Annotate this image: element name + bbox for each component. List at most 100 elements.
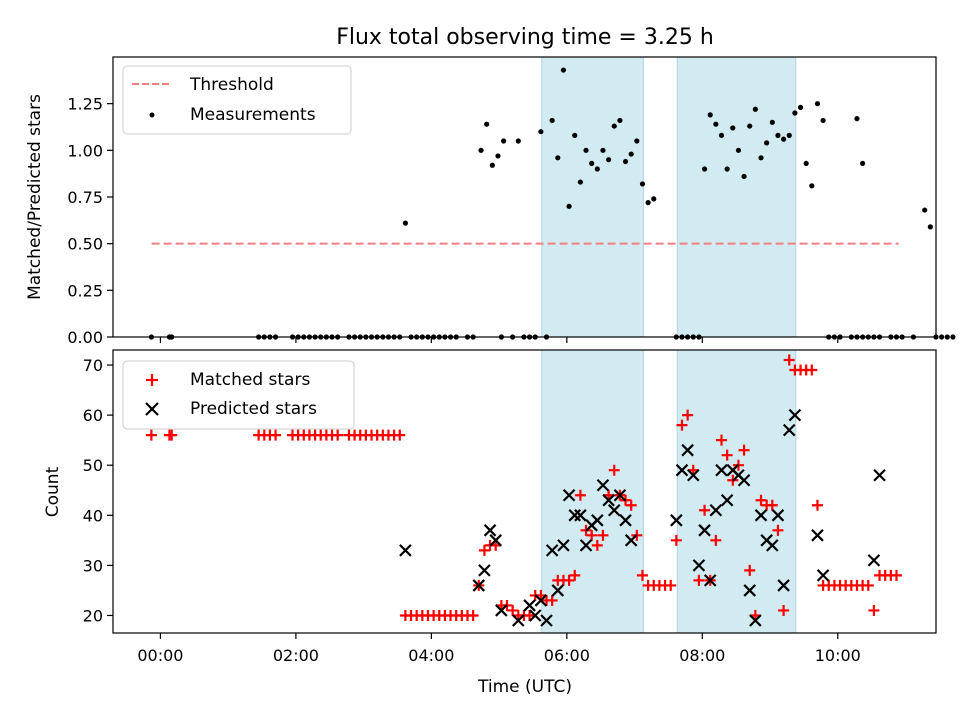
matched-star-marker bbox=[636, 569, 648, 581]
x-tick-label: 04:00 bbox=[408, 646, 454, 665]
matched-star-marker bbox=[507, 604, 519, 616]
measurement-point bbox=[560, 67, 567, 73]
predicted-star-marker bbox=[681, 443, 694, 457]
measurement-point bbox=[701, 166, 708, 172]
matched-star-marker bbox=[524, 609, 536, 621]
measurement-point bbox=[589, 160, 595, 166]
matched-star-marker bbox=[591, 539, 603, 551]
predicted-star-markers bbox=[399, 408, 886, 627]
matched-star-marker bbox=[772, 524, 784, 536]
predicted-star-marker bbox=[540, 614, 553, 627]
top-y-axis-label: Matched/Predicted stars bbox=[25, 94, 45, 300]
matched-star-marker bbox=[811, 499, 823, 511]
measurement-point bbox=[639, 181, 646, 187]
predicted-star-marker bbox=[483, 524, 497, 537]
bottom-y-tick-label: 70 bbox=[83, 356, 103, 375]
measurement-point bbox=[634, 138, 640, 144]
predicted-star-marker bbox=[703, 574, 717, 587]
matched-star-marker bbox=[569, 569, 581, 581]
matched-star-marker bbox=[478, 544, 490, 556]
measurement-point bbox=[645, 200, 651, 206]
bottom-legend: Matched stars Predicted stars bbox=[122, 360, 355, 430]
bottom-panel: 20 30 40 50 60 70 00:00 02:00 04:00 06:00 08:00 10… bbox=[43, 349, 937, 697]
matched-star-marker bbox=[166, 429, 178, 441]
matched-star-marker bbox=[467, 609, 479, 621]
measurement-point bbox=[786, 132, 792, 138]
legend-measurements-label: Measurements bbox=[190, 105, 316, 125]
measurement-point bbox=[741, 173, 747, 180]
measurement-point bbox=[860, 160, 866, 166]
matched-star-marker bbox=[868, 604, 880, 616]
matched-star-marker bbox=[270, 429, 282, 441]
predicted-star-marker bbox=[602, 493, 615, 507]
measurement-point bbox=[922, 207, 928, 213]
predicted-star-marker bbox=[512, 614, 525, 627]
predicted-star-marker bbox=[771, 509, 785, 522]
matched-star-marker bbox=[693, 574, 705, 586]
measurement-point bbox=[515, 138, 521, 144]
measurement-point bbox=[730, 125, 736, 131]
measurement-point bbox=[606, 157, 612, 163]
top-y-tick-label: 0.25 bbox=[67, 281, 103, 300]
measurement-point bbox=[724, 166, 730, 172]
observing-span bbox=[541, 56, 644, 338]
measurement-point bbox=[478, 147, 484, 153]
measurement-point bbox=[495, 153, 501, 159]
top-shaded-spans bbox=[541, 56, 797, 338]
predicted-star-marker bbox=[624, 534, 638, 547]
measurement-point bbox=[566, 203, 572, 209]
bottom-y-tick-label: 30 bbox=[83, 556, 103, 575]
predicted-star-marker bbox=[873, 468, 886, 482]
x-tick-label: 00:00 bbox=[137, 646, 183, 665]
measurement-point bbox=[769, 119, 775, 125]
measurement-point bbox=[820, 117, 826, 124]
x-tick-label: 10:00 bbox=[815, 646, 861, 665]
bottom-plot-frame bbox=[112, 349, 937, 634]
x-tick-label: 02:00 bbox=[273, 646, 319, 665]
measurement-point bbox=[707, 112, 713, 118]
matched-star-marker bbox=[563, 574, 575, 586]
legend-matched-label: Matched stars bbox=[190, 370, 310, 390]
predicted-star-marker bbox=[478, 564, 491, 577]
predicted-star-marker bbox=[472, 579, 486, 592]
predicted-star-marker bbox=[562, 488, 576, 502]
bottom-y-tick-label: 20 bbox=[83, 606, 103, 625]
predicted-star-marker bbox=[686, 468, 700, 482]
matched-star-marker bbox=[586, 529, 598, 541]
x-tick-label: 06:00 bbox=[544, 646, 590, 665]
matched-star-marker bbox=[625, 499, 637, 511]
measurement-point bbox=[538, 129, 544, 135]
matched-star-marker bbox=[806, 364, 818, 376]
predicted-star-marker bbox=[619, 514, 632, 527]
top-y-tick-label: 0.75 bbox=[67, 188, 103, 207]
predicted-star-marker bbox=[528, 609, 542, 622]
bottom-x-axis: 00:00 02:00 04:00 06:00 08:00 10:00 bbox=[137, 633, 861, 665]
predicted-star-marker bbox=[568, 509, 582, 522]
predicted-star-marker bbox=[720, 493, 734, 507]
measurement-point bbox=[758, 155, 764, 161]
top-y-tick-label: 1.25 bbox=[67, 95, 103, 114]
top-y-tick-label: 0.00 bbox=[67, 328, 103, 347]
matched-star-marker bbox=[890, 569, 902, 581]
predicted-star-marker bbox=[867, 554, 881, 567]
predicted-star-marker bbox=[743, 584, 757, 597]
top-x-ticks bbox=[159, 337, 839, 343]
matched-star-marker bbox=[721, 449, 733, 461]
measurement-point bbox=[484, 121, 490, 127]
matched-star-marker bbox=[546, 594, 558, 606]
predicted-star-marker bbox=[607, 504, 621, 517]
predicted-star-marker bbox=[692, 559, 706, 572]
matched-star-marker bbox=[394, 429, 406, 441]
matched-star-marker bbox=[597, 529, 609, 541]
measurement-point bbox=[402, 220, 408, 226]
predicted-star-marker bbox=[816, 569, 830, 582]
observing-span bbox=[676, 56, 797, 338]
measurement-point bbox=[814, 101, 821, 107]
predicted-star-marker bbox=[749, 614, 762, 627]
bottom-y-tick-label: 50 bbox=[83, 456, 103, 475]
bottom-legend-box bbox=[122, 360, 355, 430]
measurement-point bbox=[775, 132, 781, 138]
matched-star-marker bbox=[574, 489, 586, 501]
measurement-point bbox=[577, 179, 583, 185]
predicted-star-marker bbox=[737, 473, 751, 487]
